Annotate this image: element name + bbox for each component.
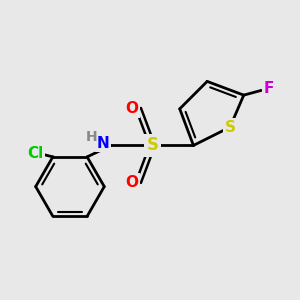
Text: O: O bbox=[125, 101, 138, 116]
Text: Cl: Cl bbox=[27, 146, 44, 161]
Text: O: O bbox=[125, 175, 138, 190]
Text: N: N bbox=[97, 136, 109, 151]
Text: F: F bbox=[264, 81, 274, 96]
Text: H: H bbox=[86, 130, 98, 144]
Text: S: S bbox=[146, 136, 158, 154]
Text: S: S bbox=[224, 120, 236, 135]
